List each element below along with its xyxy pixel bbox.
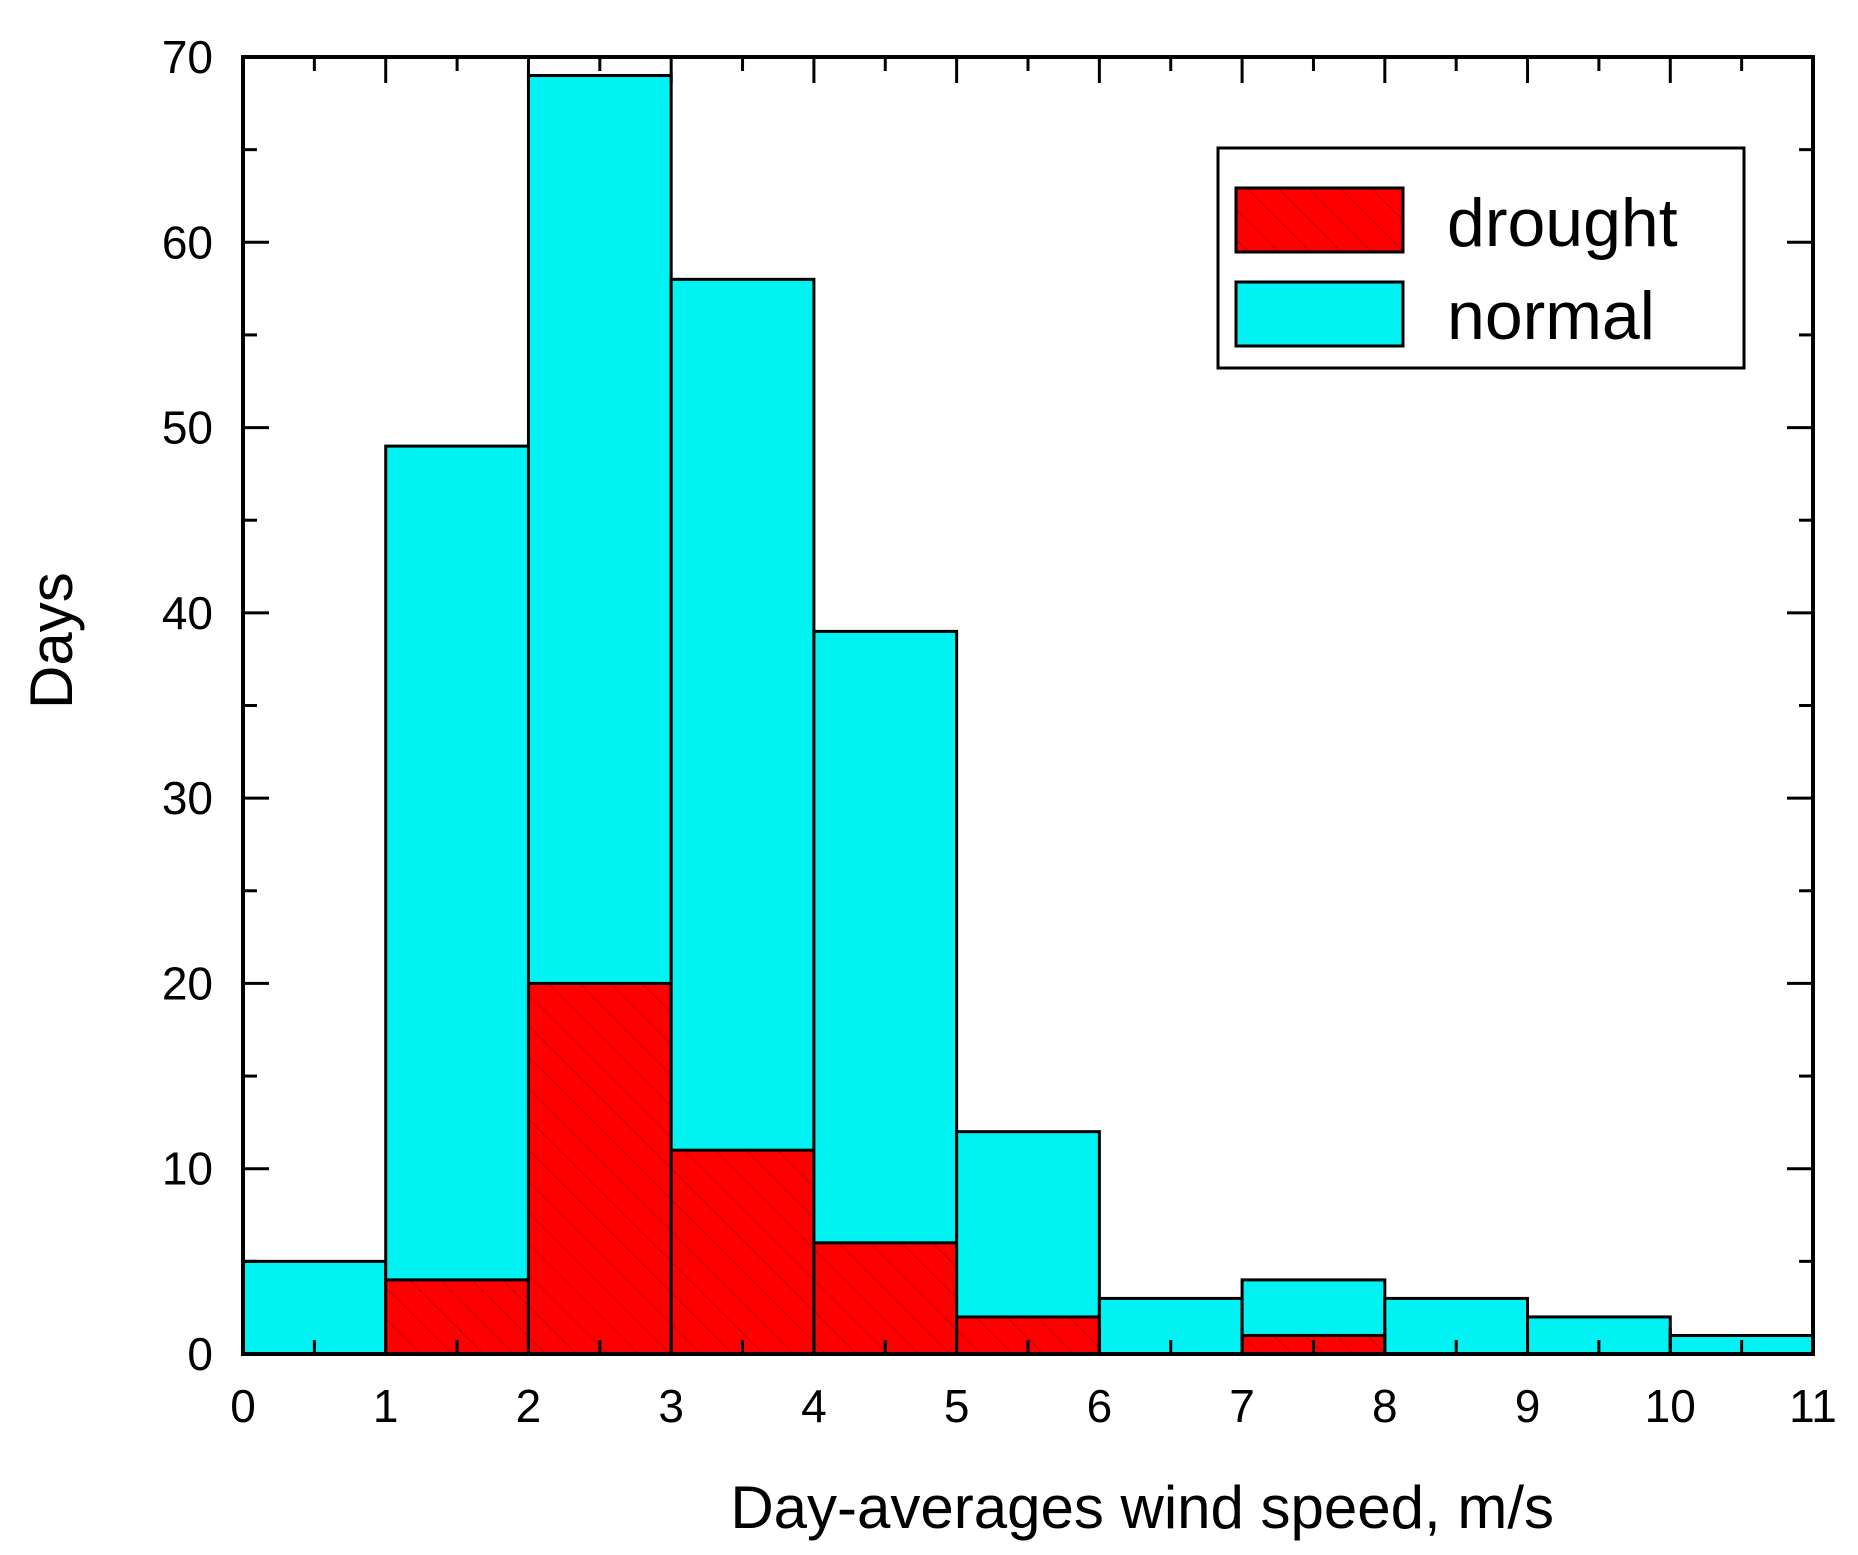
x-tick-label: 6	[1087, 1380, 1113, 1432]
x-tick-label: 1	[373, 1380, 399, 1432]
axis-ticks	[241, 55, 1815, 1356]
x-tick-label: 5	[944, 1380, 970, 1432]
y-axis-title: Days	[18, 572, 85, 709]
x-tick-label: 0	[230, 1380, 256, 1432]
y-tick-label: 60	[162, 216, 213, 268]
y-tick-label: 10	[162, 1143, 213, 1195]
x-tick-label: 7	[1229, 1380, 1255, 1432]
y-tick-label: 20	[162, 957, 213, 1009]
legend-label-drought: drought	[1447, 185, 1678, 261]
x-tick-labels: 0 1 2 3 4 5 6 7 8 9 10 11	[230, 1380, 1837, 1432]
legend: drought normal	[1216, 146, 1746, 370]
y-tick-label: 30	[162, 772, 213, 824]
x-tick-label: 4	[801, 1380, 827, 1432]
x-tick-label: 10	[1645, 1380, 1696, 1432]
bar-normal-1	[384, 444, 530, 1356]
bar-drought-3	[669, 1148, 816, 1356]
legend-swatch-normal	[1234, 280, 1405, 348]
x-tick-label: 11	[1789, 1380, 1837, 1432]
y-tick-label: 0	[187, 1328, 213, 1380]
x-tick-label: 3	[658, 1380, 684, 1432]
x-tick-label: 8	[1372, 1380, 1398, 1432]
x-tick-label: 9	[1515, 1380, 1541, 1432]
legend-label-normal: normal	[1447, 278, 1655, 354]
bar-drought-2	[526, 981, 673, 1356]
bars-group	[241, 74, 1815, 1356]
x-axis-title: Day-averages wind speed, m/s	[730, 1474, 1554, 1541]
y-tick-labels: 0 10 20 30 40 50 60 70	[162, 31, 213, 1380]
y-tick-label: 70	[162, 31, 213, 83]
legend-swatch-drought	[1234, 186, 1405, 254]
bar-drought-4	[812, 1241, 959, 1356]
y-tick-label: 40	[162, 587, 213, 639]
y-tick-label: 50	[162, 402, 213, 454]
bar-normal-4	[812, 629, 959, 1356]
x-tick-label: 2	[516, 1380, 542, 1432]
